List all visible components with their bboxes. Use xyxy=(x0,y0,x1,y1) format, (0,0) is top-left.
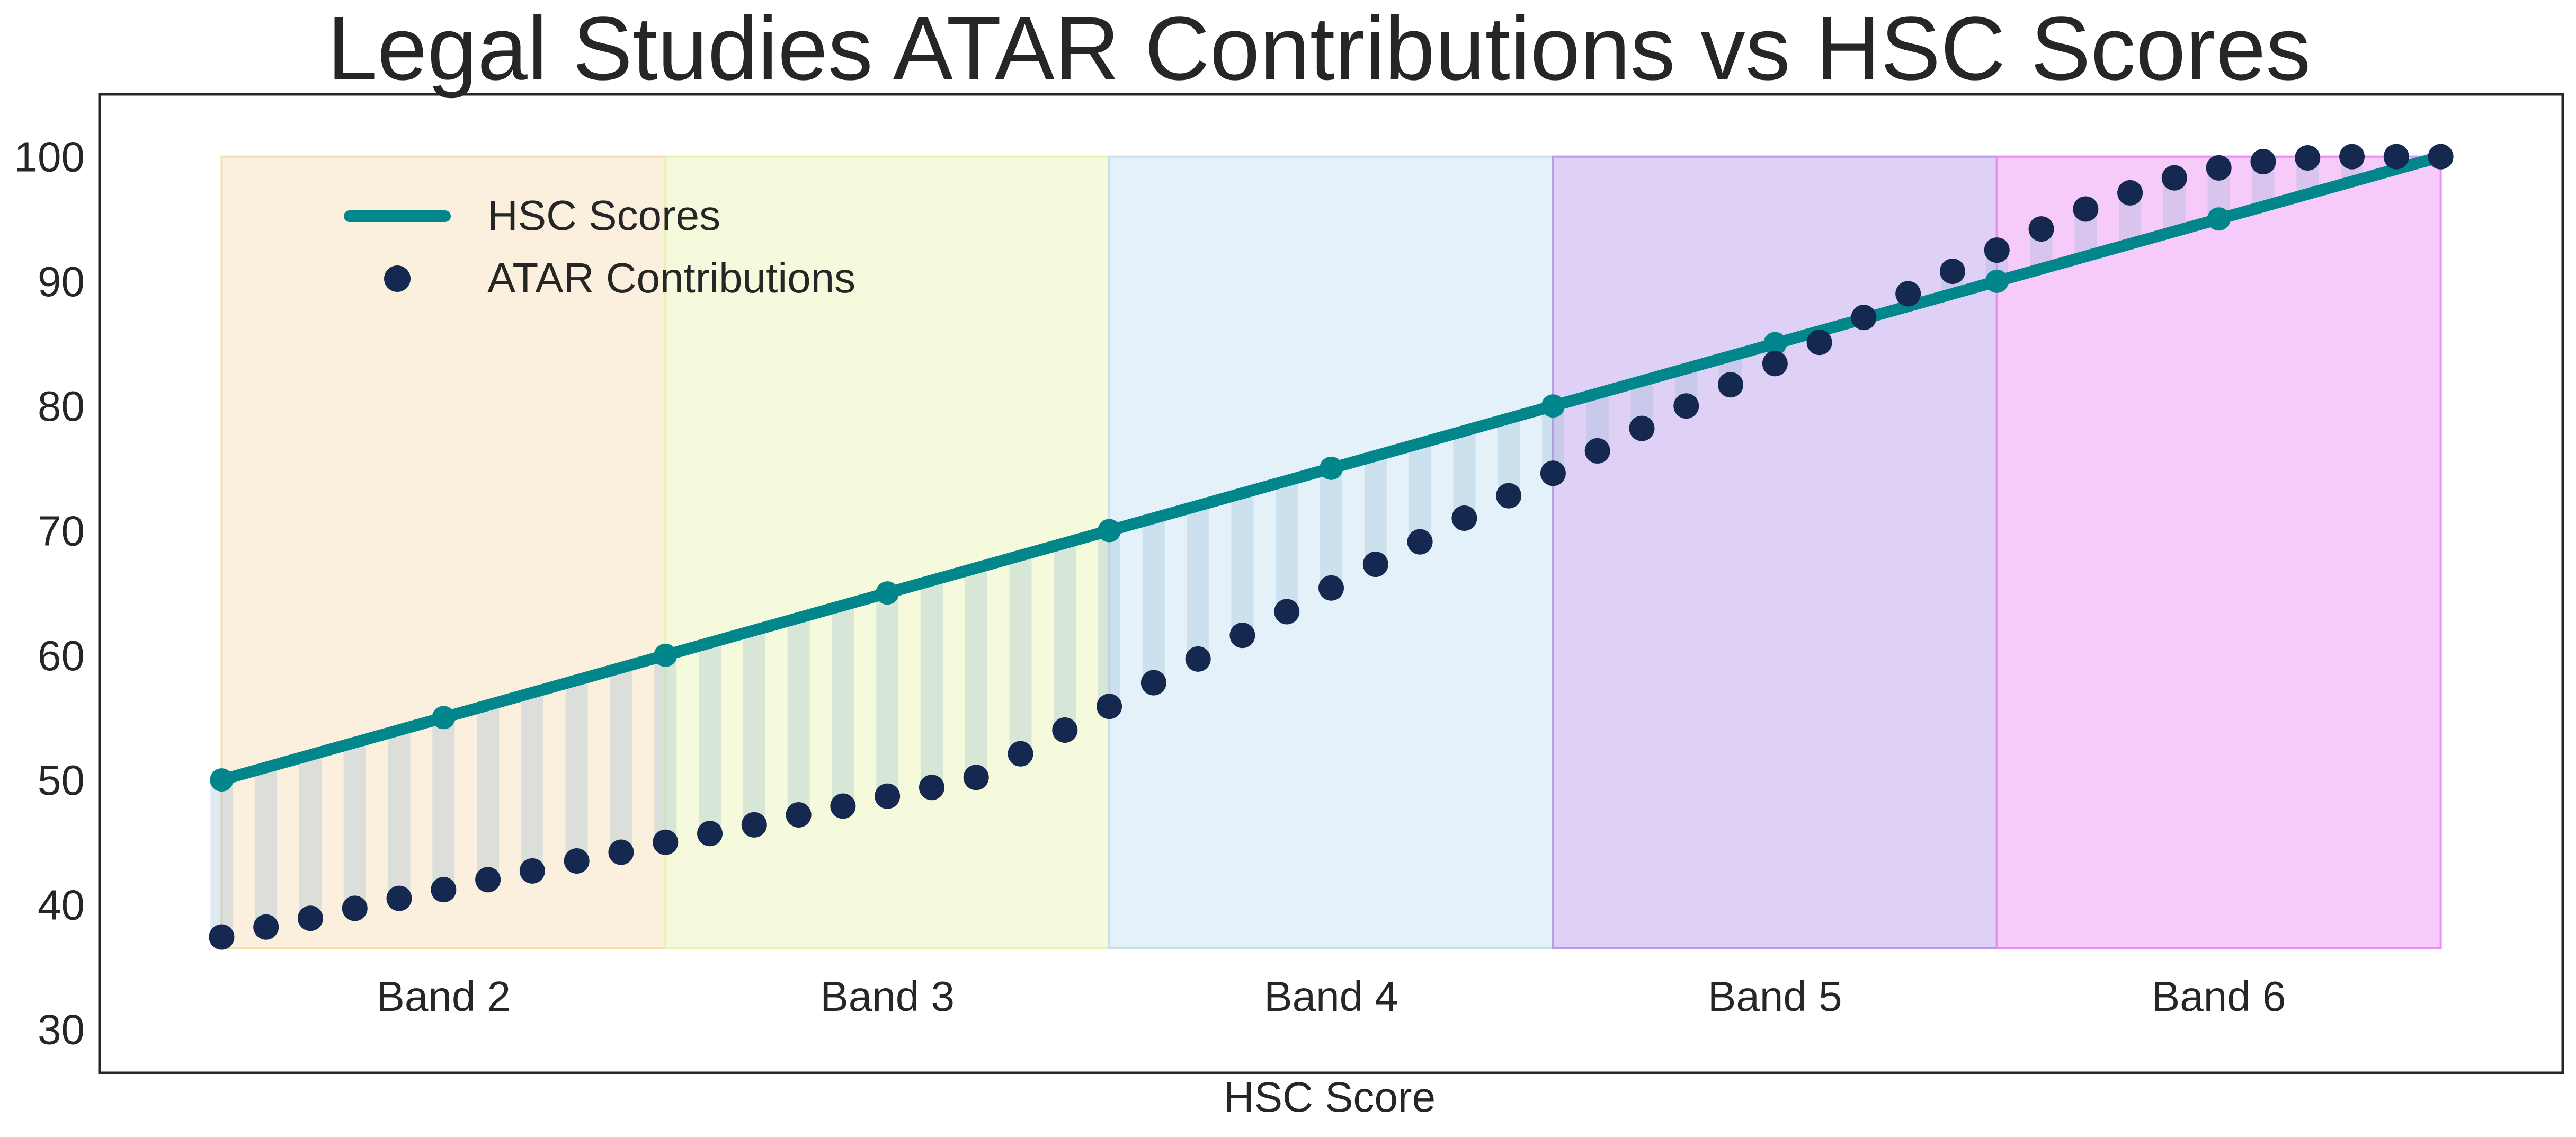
atar-contribution-point xyxy=(1008,741,1033,767)
band-region-4 xyxy=(1108,155,1554,949)
atar-contribution-point xyxy=(786,802,812,828)
hsc-score-point xyxy=(1985,269,2009,293)
atar-contribution-point xyxy=(1097,694,1122,719)
band-label: Band 2 xyxy=(377,973,511,1020)
band-region-5 xyxy=(1552,155,1998,949)
band-labels: Band 2 Band 3 Band 4 Band 5 Band 6 xyxy=(377,973,2286,1020)
atar-contribution-point xyxy=(1629,415,1655,441)
atar-contribution-point xyxy=(919,775,944,801)
atar-contribution-point xyxy=(2206,155,2232,181)
atar-contribution-point xyxy=(2383,144,2409,170)
y-tick-label: 60 xyxy=(38,632,85,679)
x-axis-label: HSC Score xyxy=(1224,1073,1436,1121)
y-tick-label: 70 xyxy=(38,508,85,555)
atar-contribution-point xyxy=(1939,259,1965,285)
y-tick-label: 90 xyxy=(38,258,85,305)
atar-contribution-point xyxy=(1984,237,2010,263)
hsc-score-point xyxy=(2207,207,2231,231)
legend-label-hsc-scores: HSC Scores xyxy=(487,192,720,239)
legend-label-atar-contributions: ATAR Contributions xyxy=(487,254,855,301)
hsc-score-point xyxy=(654,643,678,667)
atar-contribution-point xyxy=(2073,196,2099,222)
atar-scatter-series xyxy=(209,144,2454,950)
atar-contribution-point xyxy=(1496,483,1522,509)
atar-contribution-point xyxy=(2295,145,2321,171)
band-label: Band 6 xyxy=(2152,973,2286,1020)
atar-contribution-point xyxy=(1540,460,1566,486)
chart-title: Legal Studies ATAR Contributions vs HSC … xyxy=(327,0,2311,99)
atar-contribution-point xyxy=(1052,717,1078,743)
hsc-score-point xyxy=(432,706,456,730)
atar-contribution-point xyxy=(1229,623,1255,649)
legend: HSC Scores ATAR Contributions xyxy=(344,192,855,301)
atar-contribution-point xyxy=(608,839,634,865)
atar-contribution-point xyxy=(2117,180,2143,206)
atar-contribution-point xyxy=(2250,149,2276,175)
y-tick-label: 80 xyxy=(38,383,85,430)
plot-frame xyxy=(98,93,2564,1074)
atar-contribution-point xyxy=(1673,393,1699,419)
band-region-2 xyxy=(220,155,667,949)
atar-contribution-point xyxy=(253,914,279,940)
hsc-score-point xyxy=(1320,456,1343,480)
atar-contribution-point xyxy=(1851,305,1877,331)
y-tick-label: 30 xyxy=(38,1006,85,1053)
atar-contribution-point xyxy=(1318,575,1344,601)
atar-contribution-point xyxy=(1762,351,1788,377)
atar-contribution-point xyxy=(1140,670,1166,696)
band-label: Band 5 xyxy=(1708,973,1842,1020)
y-axis-ticks: 30 40 50 60 70 80 90 100 xyxy=(14,134,85,1053)
y-tick-label: 100 xyxy=(14,134,85,181)
atar-contribution-point xyxy=(875,783,901,809)
atar-contribution-point xyxy=(431,877,457,903)
hsc-line-series xyxy=(210,145,2453,792)
hsc-score-point xyxy=(1098,519,1121,543)
atar-contribution-point xyxy=(830,793,856,819)
difference-stems xyxy=(210,156,2408,937)
atar-contribution-point xyxy=(1451,505,1477,531)
atar-contribution-point xyxy=(2428,144,2454,170)
atar-contribution-point xyxy=(209,924,235,950)
atar-contribution-point xyxy=(1274,599,1300,625)
atar-contribution-point xyxy=(564,848,590,874)
atar-contribution-point xyxy=(297,905,323,931)
y-tick-label: 40 xyxy=(38,881,85,928)
atar-contribution-point xyxy=(963,765,989,790)
atar-contribution-point xyxy=(1407,529,1433,555)
atar-contribution-point xyxy=(2028,216,2054,242)
atar-contribution-point xyxy=(741,812,767,838)
hsc-score-point xyxy=(876,581,899,605)
band-regions xyxy=(220,155,2442,949)
band-label: Band 4 xyxy=(1264,973,1398,1020)
hsc-score-point xyxy=(1763,332,1787,356)
atar-contribution-point xyxy=(475,867,501,893)
atar-contribution-point xyxy=(2161,165,2187,191)
band-region-6 xyxy=(1995,155,2442,949)
atar-contribution-point xyxy=(386,885,412,911)
hsc-score-point xyxy=(1541,394,1565,418)
atar-contribution-point xyxy=(1362,552,1388,578)
atar-contribution-point xyxy=(1185,646,1211,672)
y-tick-label: 50 xyxy=(38,757,85,804)
atar-contribution-point xyxy=(697,821,723,847)
atar-contribution-point xyxy=(342,895,368,921)
atar-contribution-point xyxy=(2339,144,2365,170)
hsc-score-point xyxy=(210,768,234,792)
atar-contribution-point xyxy=(653,829,679,855)
band-label: Band 3 xyxy=(820,973,955,1020)
atar-contribution-point xyxy=(1584,438,1610,464)
legend-dot-swatch xyxy=(384,265,411,292)
atar-contribution-point xyxy=(519,858,545,884)
atar-contribution-point xyxy=(1718,372,1744,398)
atar-contribution-point xyxy=(1806,330,1832,356)
atar-contribution-point xyxy=(1895,281,1921,307)
